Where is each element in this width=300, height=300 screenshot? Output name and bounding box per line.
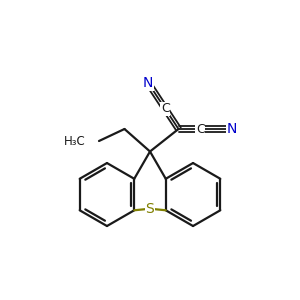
Text: H₃C: H₃C — [64, 134, 86, 148]
Text: C: C — [196, 122, 205, 136]
Text: C: C — [161, 103, 170, 116]
Text: N: N — [226, 122, 237, 136]
Text: N: N — [143, 76, 154, 90]
Text: S: S — [146, 202, 154, 216]
